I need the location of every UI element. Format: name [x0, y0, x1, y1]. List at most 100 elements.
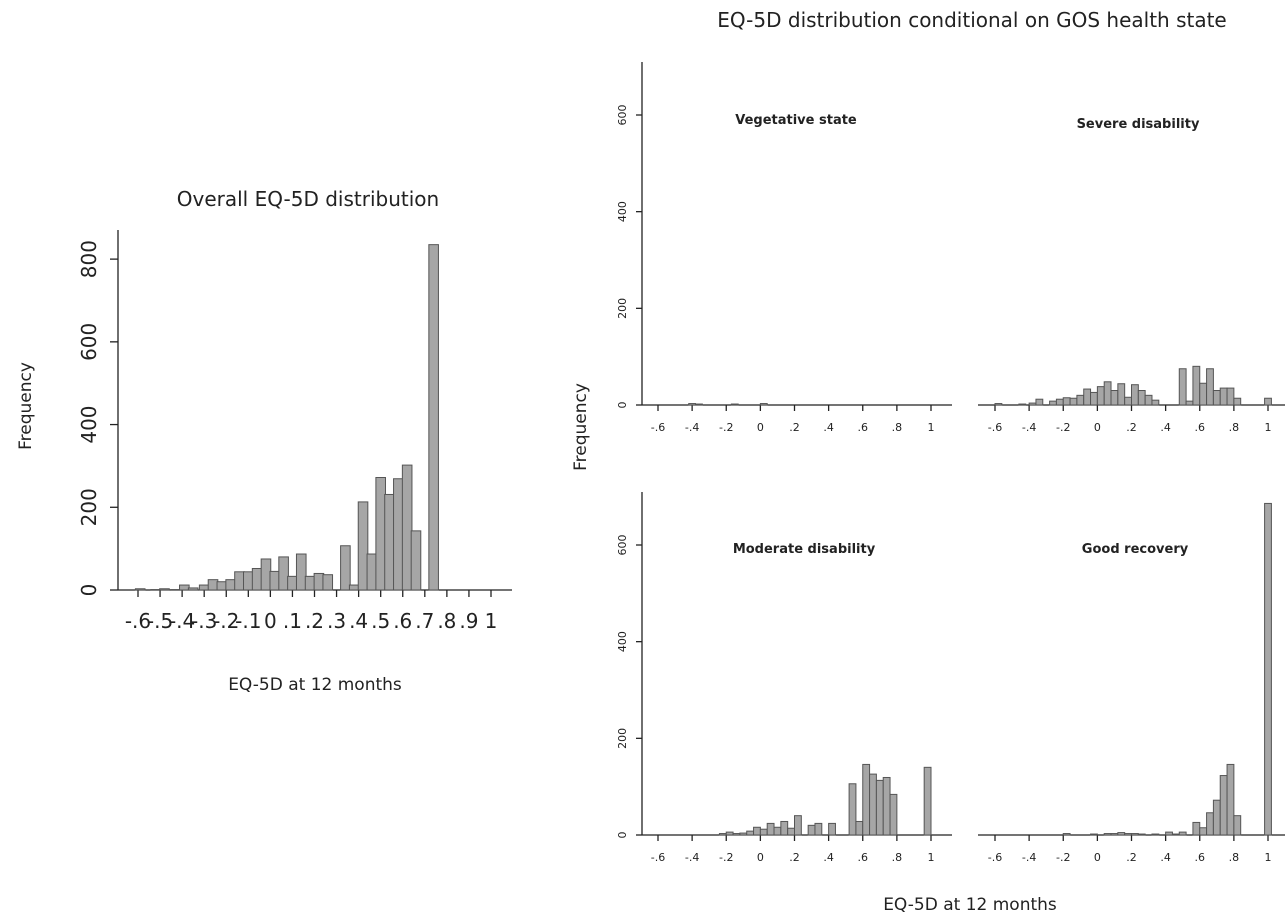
panel-x-tick-label: .8: [892, 421, 903, 434]
overall-bar: [295, 553, 307, 591]
panel-x-tick-label: -.4: [1022, 851, 1036, 864]
panel-bar: [725, 831, 734, 836]
overall-bar: [225, 579, 236, 591]
panel-bar: [1076, 394, 1085, 406]
panel-x-tick-label: -.6: [651, 421, 665, 434]
overall-bar: [198, 584, 210, 591]
conditional-x-axis-label: EQ-5D at 12 months: [883, 895, 1057, 914]
overall-chart-title: Overall EQ-5D distribution: [177, 187, 439, 211]
panel-bar: [1219, 775, 1228, 836]
panel-x-tick-label: 1: [928, 421, 935, 434]
panel-x-tick-label: .2: [789, 851, 800, 864]
panel-bar: [753, 826, 761, 836]
panel-bar: [688, 403, 697, 406]
panel-bar: [1062, 397, 1071, 406]
overall-bar: [260, 558, 272, 591]
panel-bar: [1035, 398, 1044, 406]
panel-bar: [994, 403, 1003, 406]
panel-bar: [1199, 382, 1208, 406]
panel-x-tick-label: -.2: [719, 851, 733, 864]
panel-bar: [1264, 397, 1272, 406]
panel-bar: [1018, 403, 1027, 406]
panel-x-tick-label: -.6: [988, 421, 1002, 434]
panel-title-vegetative: Vegetative state: [735, 113, 857, 128]
overall-x-tick-label: -.3: [191, 609, 217, 633]
panel-bar: [1090, 833, 1098, 836]
panel-bar: [1226, 763, 1235, 836]
panel-bar: [1264, 502, 1272, 836]
overall-bar: [179, 584, 190, 591]
overall-bar: [340, 545, 351, 591]
panel-x-tick-label: -.2: [1056, 851, 1070, 864]
overall-x-tick-label: .9: [459, 609, 478, 633]
panel-bar: [1117, 832, 1126, 836]
panel-title-severe: Severe disability: [1077, 117, 1200, 132]
panel-bar: [1219, 387, 1228, 406]
panel-bar: [732, 833, 741, 836]
overall-bar: [207, 579, 219, 591]
overall-bar: [134, 588, 146, 591]
panel-bar: [1226, 387, 1235, 406]
panel-y-tick-label: 0: [616, 832, 629, 839]
conditional-chart-title: EQ-5D distribution conditional on GOS he…: [717, 8, 1227, 32]
panel-bar: [766, 822, 775, 836]
overall-y-tick-label: 800: [77, 240, 101, 278]
panel-bar: [1151, 833, 1160, 836]
panel-x-tick-label: 1: [928, 851, 935, 864]
panel-x-tick-label: -.6: [651, 851, 665, 864]
overall-bar: [170, 589, 181, 591]
panel-bar: [1131, 833, 1139, 836]
overall-bar: [384, 493, 395, 591]
overall-y-axis-label: Frequency: [16, 362, 36, 450]
panel-y-tick-label: 600: [616, 105, 629, 126]
overall-bar: [428, 244, 439, 591]
panel-x-tick-label: -.4: [685, 421, 699, 434]
panel-bar: [780, 820, 789, 836]
panel-bar: [787, 827, 795, 836]
panel-x-tick-label: .6: [858, 421, 869, 434]
panel-bar: [1206, 368, 1214, 406]
overall-x-tick-label: 0: [264, 609, 277, 633]
panel-x-tick-label: 0: [757, 851, 764, 864]
panel-bar: [1110, 833, 1119, 836]
panel-bar: [1151, 399, 1160, 406]
panel-x-tick-label: .2: [789, 421, 800, 434]
panel-bar: [1178, 368, 1187, 406]
panel-bar: [1144, 394, 1153, 406]
overall-bar: [150, 589, 161, 591]
panel-y-tick-label: 200: [616, 298, 629, 319]
panel-bar: [807, 824, 816, 836]
panel-bar: [1206, 812, 1214, 836]
overall-y-tick-label: 400: [77, 405, 101, 443]
panel-x-tick-label: .4: [823, 851, 834, 864]
overall-bar: [234, 571, 245, 591]
panel-x-tick-label: .2: [1126, 851, 1137, 864]
panel-title-moderate: Moderate disability: [733, 542, 876, 557]
panel-bar: [759, 403, 768, 406]
panel-x-tick-label: .4: [1160, 851, 1171, 864]
panel-x-tick-label: 0: [757, 421, 764, 434]
panel-x-tick-label: .8: [892, 851, 903, 864]
panel-bar: [746, 830, 755, 836]
overall-bar: [269, 570, 281, 591]
panel-bar: [1171, 833, 1180, 836]
overall-x-tick-label: .3: [327, 609, 346, 633]
panel-x-tick-label: 1: [1265, 421, 1272, 434]
panel-x-tick-label: -.2: [1056, 421, 1070, 434]
panel-bar: [814, 822, 823, 836]
overall-y-tick-label: 200: [77, 488, 101, 526]
overall-y-tick-label: 0: [77, 584, 101, 597]
panel-x-tick-label: -.2: [719, 421, 733, 434]
overall-bar: [401, 464, 413, 591]
panel-x-tick-label: .8: [1229, 851, 1240, 864]
overall-x-tick-label: .2: [305, 609, 324, 633]
panel-x-tick-label: .2: [1126, 421, 1137, 434]
overall-x-tick-label: .6: [393, 609, 412, 633]
panel-y-tick-label: 400: [616, 631, 629, 652]
panel-bar: [1069, 397, 1078, 406]
panel-bar: [1212, 799, 1221, 836]
panel-title-good: Good recovery: [1082, 542, 1189, 557]
panel-bar: [1131, 384, 1139, 406]
